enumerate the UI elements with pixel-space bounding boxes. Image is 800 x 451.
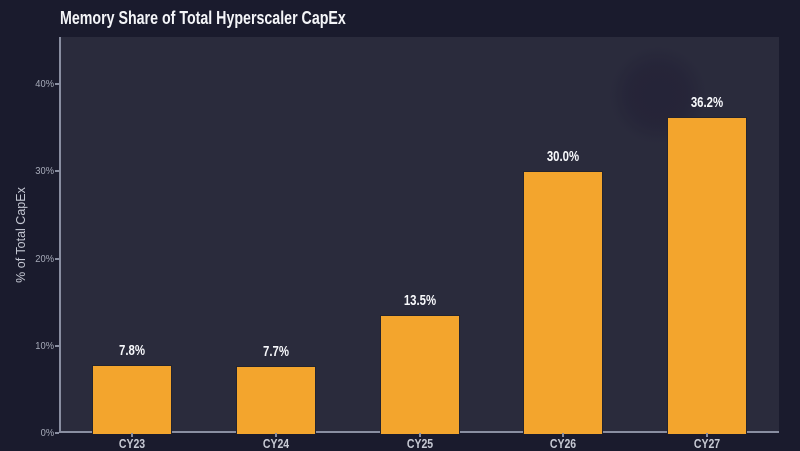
bar-value-label: 30.0% bbox=[547, 148, 580, 166]
bar-CY26 bbox=[523, 171, 604, 434]
y-tick-mark bbox=[55, 257, 59, 260]
y-tick-mark bbox=[55, 344, 59, 347]
x-tick-label: CY25 bbox=[406, 437, 433, 451]
chart-title: Memory Share of Total Hyperscaler CapEx bbox=[60, 8, 346, 28]
x-tick-label: CY24 bbox=[262, 437, 289, 451]
bar-CY23 bbox=[91, 364, 172, 434]
y-tick-mark bbox=[55, 432, 59, 434]
y-tick-mark bbox=[55, 170, 59, 173]
y-tick-label: 30% bbox=[35, 165, 54, 178]
x-tick-mark bbox=[130, 433, 133, 437]
bar-CY27 bbox=[667, 117, 748, 434]
y-tick-label: 40% bbox=[35, 78, 54, 91]
y-axis-title: % of Total CapEx bbox=[14, 187, 28, 283]
x-tick-mark bbox=[274, 433, 277, 437]
bar-value-label: 13.5% bbox=[403, 292, 436, 310]
y-axis-spine bbox=[59, 37, 61, 433]
y-tick-label: 20% bbox=[35, 252, 54, 265]
bar-value-label: 7.7% bbox=[262, 342, 289, 360]
y-tick-label: 10% bbox=[35, 339, 54, 352]
x-tick-mark bbox=[562, 433, 565, 437]
x-tick-label: CY27 bbox=[693, 437, 721, 451]
bar-CY24 bbox=[235, 365, 316, 434]
x-tick-label: CY26 bbox=[550, 437, 577, 451]
x-tick-mark bbox=[706, 433, 709, 437]
x-tick-label: CY23 bbox=[118, 437, 146, 451]
y-tick-mark bbox=[55, 83, 59, 86]
y-tick-label: 0% bbox=[40, 427, 54, 439]
bar-CY25 bbox=[379, 315, 460, 434]
bar-value-label: 36.2% bbox=[690, 94, 724, 112]
x-tick-mark bbox=[418, 433, 421, 437]
bar-value-label: 7.8% bbox=[118, 341, 145, 359]
